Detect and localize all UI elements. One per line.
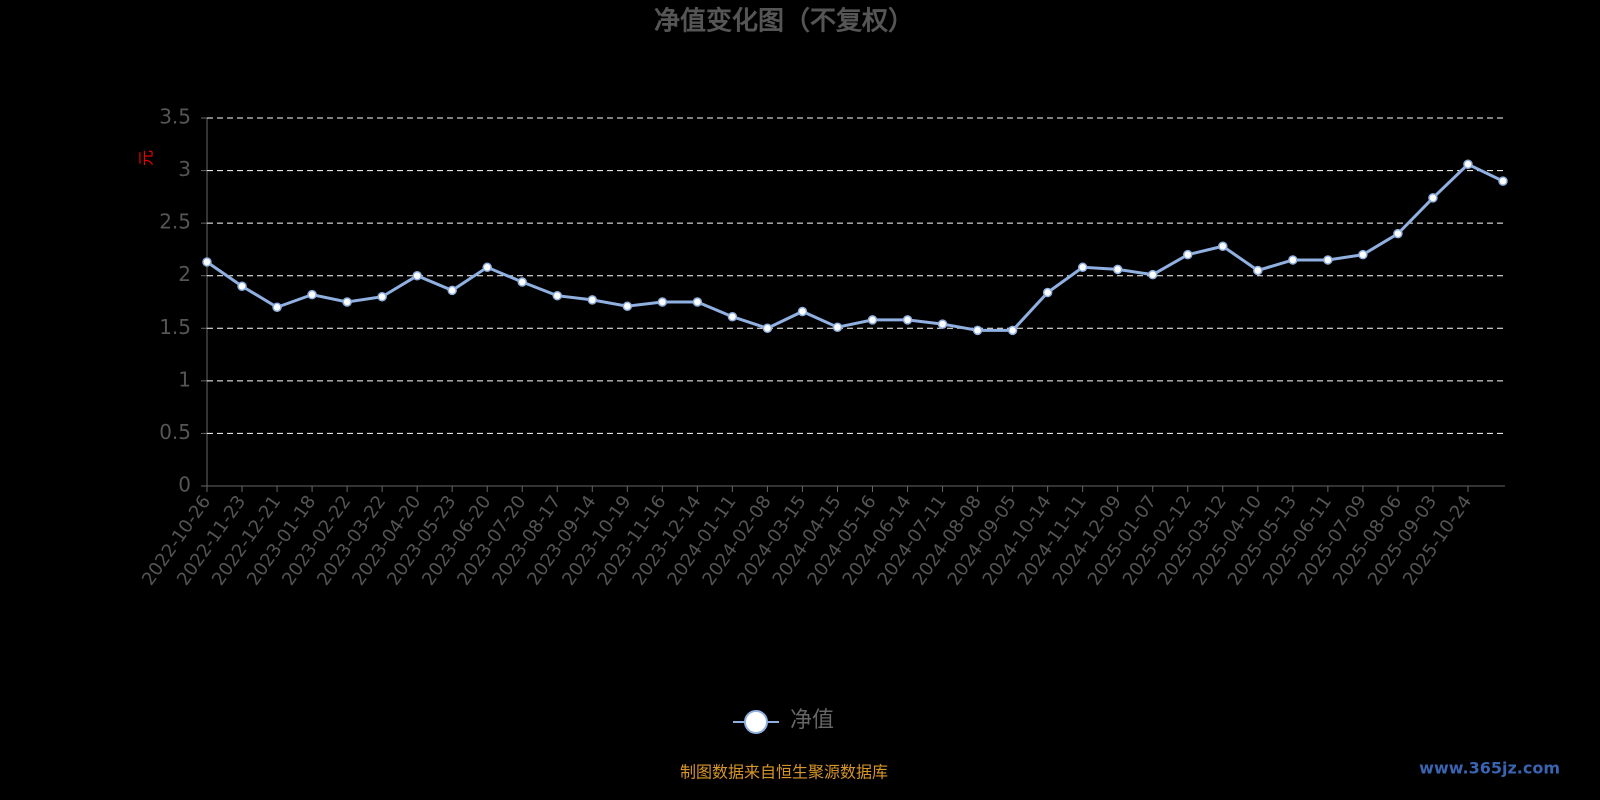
data-point xyxy=(1042,287,1053,298)
data-point xyxy=(482,262,492,273)
data-point xyxy=(727,311,738,322)
y-tick-label: 3.5 xyxy=(159,105,191,129)
data-point xyxy=(1288,255,1298,265)
data-point xyxy=(832,322,843,332)
y-axis-label: 元 xyxy=(137,150,156,166)
y-tick-label: 2 xyxy=(178,262,191,286)
data-point xyxy=(1323,255,1333,265)
watermark: www.365jz.com xyxy=(1419,759,1560,778)
data-point xyxy=(797,306,808,317)
data-point xyxy=(1077,262,1088,273)
y-tick-label: 2.5 xyxy=(159,210,191,234)
source-note: 制图数据来自恒生聚源数据库 xyxy=(680,763,888,782)
legend-marker xyxy=(744,710,768,734)
y-tick-label: 3 xyxy=(178,157,191,181)
data-point xyxy=(1498,176,1508,186)
data-point xyxy=(622,301,633,311)
chart-title: 净值变化图（不复权） xyxy=(654,6,914,37)
data-point xyxy=(1183,249,1193,260)
data-point xyxy=(202,257,212,267)
data-point xyxy=(237,281,247,291)
data-point xyxy=(1007,325,1018,336)
data-point xyxy=(1393,228,1403,239)
data-point xyxy=(587,295,598,305)
data-point xyxy=(412,270,422,281)
data-point xyxy=(937,319,948,329)
y-tick-label: 1.5 xyxy=(159,315,191,339)
data-point xyxy=(902,315,913,325)
data-point xyxy=(1112,264,1123,275)
data-point xyxy=(1428,193,1438,203)
data-point xyxy=(342,297,352,307)
data-point xyxy=(762,323,773,334)
y-tick-label: 1 xyxy=(178,367,191,391)
data-point xyxy=(972,325,983,336)
legend-label[interactable]: 净值 xyxy=(790,708,834,733)
data-point xyxy=(552,290,563,301)
y-tick-label: 0 xyxy=(178,473,191,497)
data-point xyxy=(1218,241,1228,252)
data-point xyxy=(692,297,703,307)
data-point xyxy=(1147,269,1158,280)
data-point xyxy=(657,297,668,307)
data-point xyxy=(517,277,527,287)
data-point xyxy=(307,289,317,300)
data-point xyxy=(377,291,387,302)
data-point xyxy=(447,285,457,296)
data-point xyxy=(272,302,282,313)
series-line xyxy=(206,162,1504,332)
data-point xyxy=(1253,265,1263,276)
y-tick-label: 0.5 xyxy=(159,420,191,444)
data-point xyxy=(1463,159,1473,170)
data-point xyxy=(1358,249,1368,260)
data-point xyxy=(867,315,878,325)
